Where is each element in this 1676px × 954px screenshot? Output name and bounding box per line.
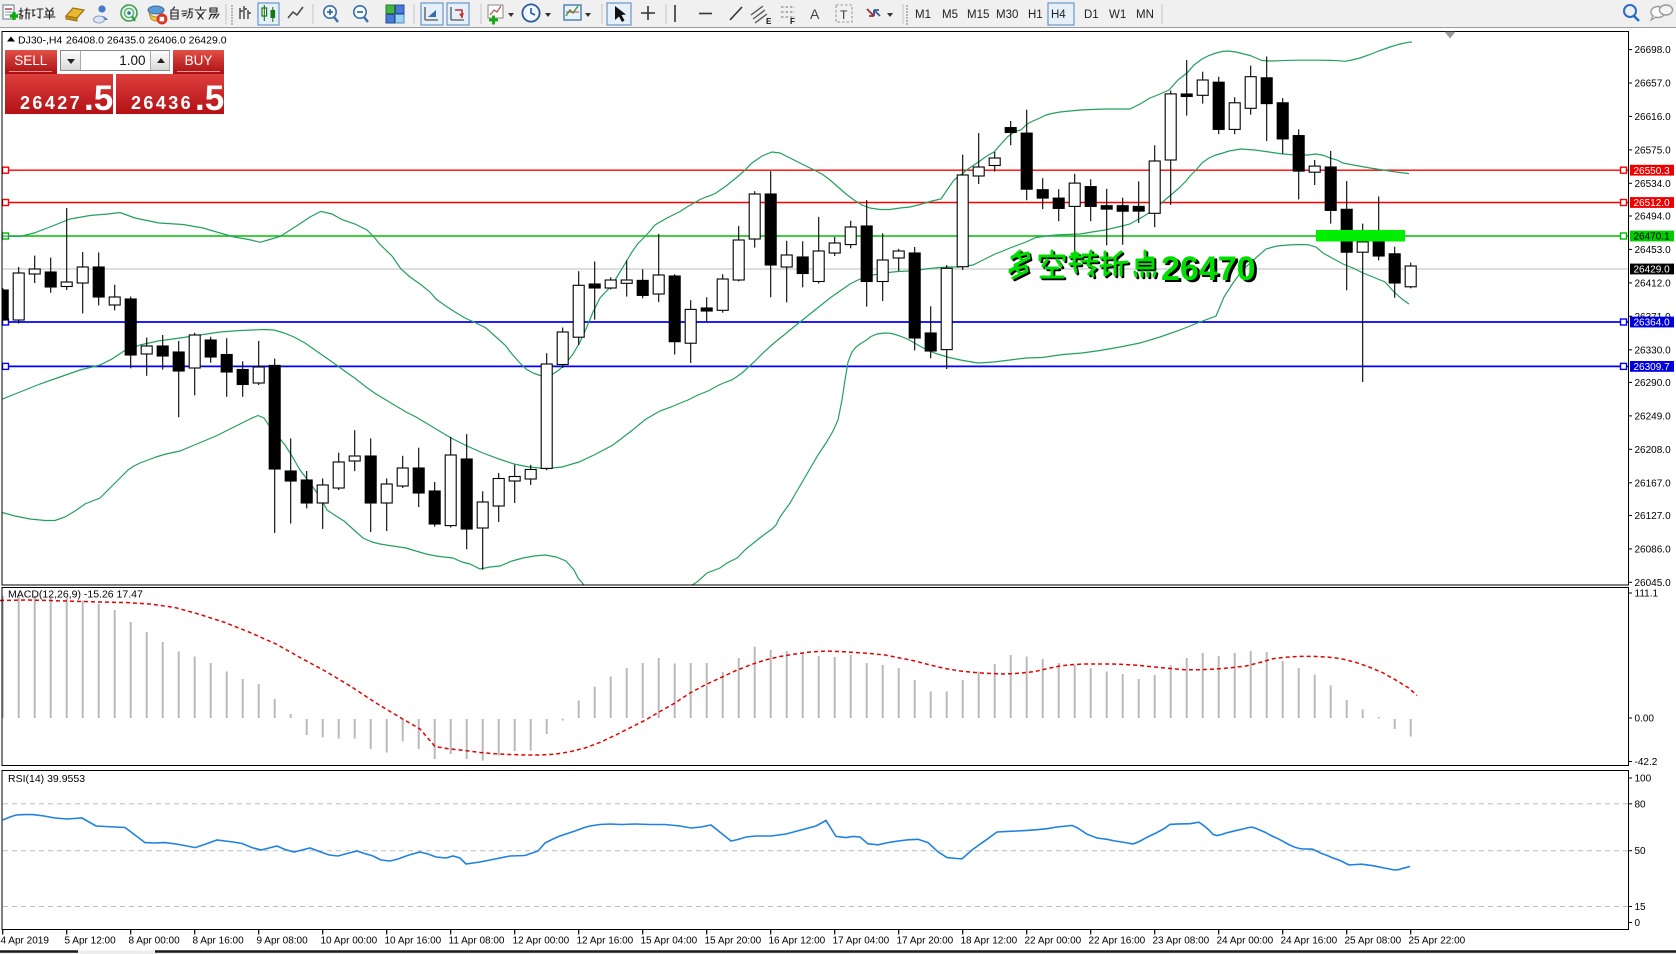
svg-text:26494.0: 26494.0 — [1635, 212, 1672, 223]
svg-text:8 Apr 16:00: 8 Apr 16:00 — [193, 936, 245, 947]
svg-text:26453.0: 26453.0 — [1635, 245, 1672, 256]
svg-text:26408.0 26435.0 26406.0 26429.: 26408.0 26435.0 26406.0 26429.0 — [66, 35, 227, 47]
svg-text:24 Apr 00:00: 24 Apr 00:00 — [1217, 936, 1274, 947]
svg-text:17 Apr 20:00: 17 Apr 20:00 — [897, 936, 954, 947]
svg-text:H4: H4 — [1051, 9, 1066, 21]
svg-text:M30: M30 — [996, 9, 1018, 21]
svg-text:50: 50 — [1635, 846, 1647, 857]
svg-text:24 Apr 16:00: 24 Apr 16:00 — [1281, 936, 1338, 947]
svg-text:11 Apr 08:00: 11 Apr 08:00 — [449, 936, 505, 947]
svg-text:111.1: 111.1 — [1635, 589, 1659, 600]
svg-text:26208.0: 26208.0 — [1635, 445, 1672, 456]
svg-text:25 Apr 22:00: 25 Apr 22:00 — [1409, 936, 1466, 947]
svg-text:26550.3: 26550.3 — [1634, 166, 1671, 177]
svg-text:12 Apr 16:00: 12 Apr 16:00 — [577, 936, 634, 947]
svg-text:23 Apr 08:00: 23 Apr 08:00 — [1153, 936, 1210, 947]
svg-text:9 Apr 08:00: 9 Apr 08:00 — [257, 936, 309, 947]
svg-text:22 Apr 00:00: 22 Apr 00:00 — [1025, 936, 1082, 947]
svg-text:W1: W1 — [1109, 9, 1126, 21]
svg-text:26309.7: 26309.7 — [1634, 362, 1671, 373]
svg-text:0: 0 — [1635, 918, 1641, 929]
svg-text:26412.0: 26412.0 — [1635, 278, 1672, 289]
svg-text:0.00: 0.00 — [1635, 714, 1655, 725]
svg-text:10 Apr 00:00: 10 Apr 00:00 — [321, 936, 378, 947]
svg-text:17 Apr 04:00: 17 Apr 04:00 — [833, 936, 890, 947]
svg-text:26470: 26470 — [1161, 250, 1256, 288]
svg-text:M5: M5 — [942, 9, 958, 21]
svg-text:RSI(14) 39.9553: RSI(14) 39.9553 — [8, 773, 85, 785]
svg-text:4 Apr 2019: 4 Apr 2019 — [1, 936, 50, 947]
svg-text:-42.2: -42.2 — [1635, 757, 1658, 768]
svg-text:26127.0: 26127.0 — [1635, 511, 1672, 522]
svg-text:26698.0: 26698.0 — [1635, 45, 1672, 56]
svg-text:MACD(12,26,9) -15.26 17.47: MACD(12,26,9) -15.26 17.47 — [8, 589, 143, 601]
svg-text:26086.0: 26086.0 — [1635, 544, 1672, 555]
svg-text:26330.0: 26330.0 — [1635, 345, 1672, 356]
svg-text:26167.0: 26167.0 — [1635, 478, 1672, 489]
svg-text:26575.0: 26575.0 — [1635, 145, 1672, 156]
svg-text:26290.0: 26290.0 — [1635, 378, 1672, 389]
svg-text:12 Apr 00:00: 12 Apr 00:00 — [513, 936, 570, 947]
svg-text:26470: 26470 — [1164, 252, 1259, 290]
svg-text:MN: MN — [1136, 9, 1154, 21]
svg-text:18 Apr 12:00: 18 Apr 12:00 — [961, 936, 1018, 947]
svg-text:26616.0: 26616.0 — [1635, 112, 1672, 123]
svg-text:15 Apr 04:00: 15 Apr 04:00 — [641, 936, 698, 947]
svg-text:26534.0: 26534.0 — [1635, 179, 1672, 190]
svg-text:M1: M1 — [915, 9, 931, 21]
svg-text:100: 100 — [1635, 774, 1652, 785]
svg-text:26045.0: 26045.0 — [1635, 578, 1672, 589]
svg-text:10 Apr 16:00: 10 Apr 16:00 — [385, 936, 442, 947]
svg-text:26249.0: 26249.0 — [1635, 411, 1672, 422]
svg-text:22 Apr 16:00: 22 Apr 16:00 — [1089, 936, 1146, 947]
svg-text:26364.0: 26364.0 — [1634, 318, 1671, 329]
svg-text:15: 15 — [1635, 902, 1647, 913]
svg-text:26512.0: 26512.0 — [1634, 198, 1671, 209]
svg-text:8 Apr 00:00: 8 Apr 00:00 — [129, 936, 181, 947]
svg-text:E: E — [766, 17, 772, 26]
svg-text:80: 80 — [1635, 799, 1647, 810]
svg-text:DJ30-,H4: DJ30-,H4 — [18, 35, 63, 47]
svg-text:A: A — [810, 6, 820, 22]
svg-text:26657.0: 26657.0 — [1635, 79, 1672, 90]
svg-text:T: T — [840, 8, 848, 22]
svg-text:M15: M15 — [967, 9, 989, 21]
svg-text:16 Apr 12:00: 16 Apr 12:00 — [769, 936, 826, 947]
svg-text:15 Apr 20:00: 15 Apr 20:00 — [705, 936, 762, 947]
svg-text:F: F — [790, 17, 795, 26]
svg-text:D1: D1 — [1084, 9, 1099, 21]
svg-text:26429.0: 26429.0 — [1634, 265, 1671, 276]
svg-text:26470.1: 26470.1 — [1634, 232, 1671, 243]
svg-text:25 Apr 08:00: 25 Apr 08:00 — [1345, 936, 1402, 947]
svg-text:5 Apr 12:00: 5 Apr 12:00 — [65, 936, 117, 947]
svg-text:H1: H1 — [1028, 9, 1043, 21]
